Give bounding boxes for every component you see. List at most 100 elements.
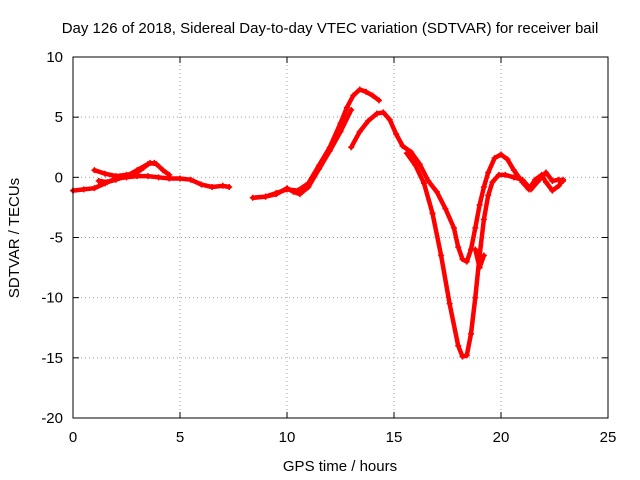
data-point — [408, 149, 415, 156]
data-point — [343, 104, 350, 111]
data-series-s5 — [263, 107, 354, 199]
data-point — [549, 187, 556, 194]
data-point — [472, 246, 479, 253]
data-point — [393, 131, 400, 138]
data-point — [284, 185, 290, 192]
data-point — [403, 150, 410, 157]
data-point — [290, 188, 297, 195]
data-point — [112, 176, 119, 183]
axis-ticks: 0 5 10 15 20 25 -20 -15 -10 -5 0 5 10 — [41, 49, 616, 446]
data-point — [326, 147, 333, 154]
data-point — [442, 205, 449, 212]
data-point — [502, 171, 509, 178]
data-point — [350, 92, 357, 99]
y-tick-label: -10 — [41, 290, 63, 307]
data-point — [380, 109, 387, 116]
data-series-s1 — [70, 173, 232, 193]
data-point — [386, 116, 393, 123]
data-point — [249, 194, 256, 201]
data-point — [159, 167, 166, 174]
y-tick-label: -15 — [41, 350, 63, 367]
data-point — [555, 176, 562, 183]
data-point — [363, 88, 370, 95]
data-point — [476, 264, 483, 271]
data-point — [365, 117, 372, 124]
chart-title: Day 126 of 2018, Sidereal Day-to-day VTE… — [62, 20, 599, 37]
data-point — [412, 162, 419, 169]
y-tick-label: 0 — [55, 169, 63, 186]
data-point — [510, 174, 517, 181]
y-tick-label: 5 — [55, 109, 63, 126]
data-point — [356, 128, 363, 135]
data-point — [480, 252, 487, 259]
data-point — [485, 192, 492, 199]
data-point — [468, 330, 475, 337]
data-point — [463, 352, 470, 359]
x-tick-label: 20 — [493, 429, 510, 446]
data-point — [166, 171, 173, 178]
data-series-s6 — [348, 110, 566, 264]
data-point — [91, 167, 98, 174]
data-point — [504, 156, 511, 163]
data-point — [459, 353, 466, 360]
data-point — [316, 165, 323, 172]
data-point — [95, 177, 102, 184]
data-point — [536, 176, 543, 183]
x-tick-label: 0 — [69, 429, 77, 446]
data-point — [209, 183, 216, 190]
x-tick-label: 25 — [600, 429, 617, 446]
data-point — [369, 92, 376, 99]
data-point — [348, 144, 355, 151]
data-point — [450, 224, 457, 231]
data-point — [476, 202, 483, 209]
x-tick-label: 15 — [386, 429, 403, 446]
data-point — [560, 177, 567, 184]
data-point — [305, 183, 312, 190]
data-point — [356, 86, 363, 93]
data-point — [144, 173, 151, 180]
x-tick-label: 5 — [176, 429, 184, 446]
data-point — [348, 106, 355, 113]
data-point — [262, 193, 269, 200]
data-point — [376, 97, 383, 104]
data-point — [485, 169, 492, 176]
data-point — [491, 155, 498, 162]
plot-area — [70, 86, 567, 360]
data-point — [177, 175, 183, 182]
data-point — [433, 188, 440, 195]
data-point — [495, 171, 502, 178]
data-point — [542, 179, 549, 186]
data-point — [144, 161, 151, 168]
data-point — [472, 294, 479, 301]
data-point — [480, 183, 487, 190]
data-point — [226, 183, 233, 190]
data-point — [480, 216, 487, 223]
data-point — [498, 151, 504, 158]
data-point — [373, 110, 380, 117]
data-point — [102, 170, 109, 177]
data-point — [459, 256, 466, 263]
grid-lines — [73, 57, 608, 418]
data-point — [446, 300, 453, 307]
data-point — [155, 174, 162, 181]
data-point — [519, 176, 526, 183]
data-point — [549, 177, 556, 184]
data-point — [187, 176, 194, 183]
data-point — [463, 258, 470, 265]
data-point — [555, 182, 562, 189]
data-point — [455, 244, 462, 251]
data-point — [416, 161, 423, 168]
data-point — [104, 179, 111, 186]
data-point — [134, 167, 141, 174]
data-point — [91, 185, 98, 192]
y-tick-label: 10 — [46, 49, 63, 66]
data-point — [273, 191, 280, 198]
x-tick-label: 10 — [279, 429, 296, 446]
data-point — [399, 143, 406, 150]
data-point — [296, 191, 303, 198]
data-point — [219, 182, 226, 189]
y-axis-label: SDTVAR / TECUs — [6, 178, 23, 298]
x-axis-label: GPS time / hours — [283, 458, 397, 475]
